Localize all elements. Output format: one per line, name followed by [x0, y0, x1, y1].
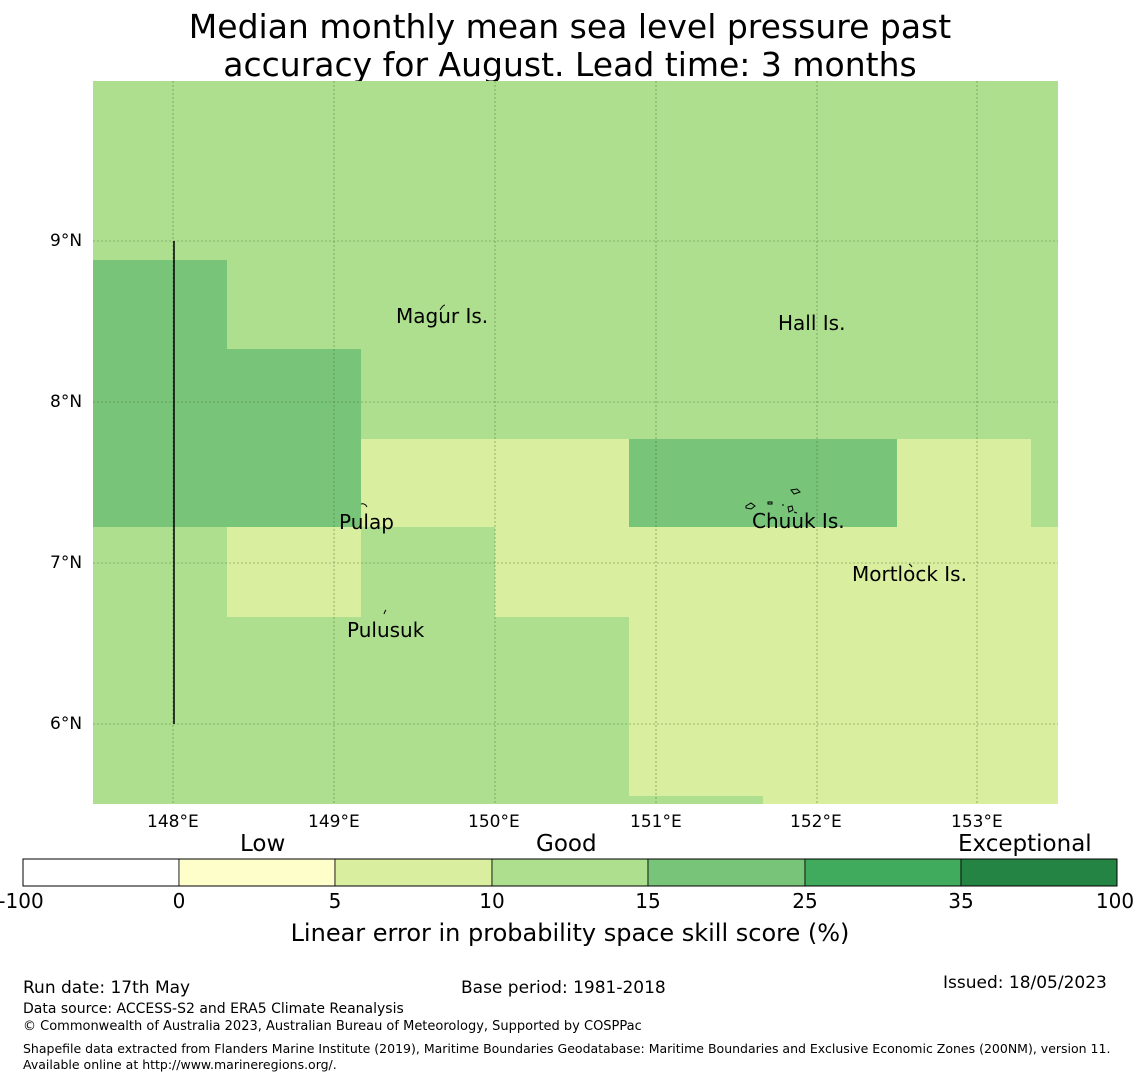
lon-tick-label: 149°E — [308, 812, 360, 832]
colorbar-category-exceptional: Exceptional — [958, 831, 1092, 857]
colorbar-tick-label: 15 — [635, 889, 661, 913]
map-title-line-2: accuracy for August. Lead time: 3 months — [223, 45, 917, 84]
colorbar-tick-label: -100 — [0, 889, 44, 913]
run-date-text: Run date: 17th May — [23, 978, 191, 998]
grid-cell — [629, 527, 1058, 796]
lon-tick-label: 150°E — [468, 812, 520, 832]
grid-cell — [227, 527, 361, 617]
mortlock-island-shape — [908, 563, 913, 568]
colorbar-segment — [22, 858, 180, 887]
pulap-island-shape — [360, 503, 368, 508]
data-source-text: Data source: ACCESS-S2 and ERA5 Climate … — [23, 1001, 404, 1017]
colorbar-tick-label: 100 — [1095, 889, 1135, 913]
base-period-text: Base period: 1981-2018 — [461, 978, 666, 998]
colorbar-tick-label: 35 — [948, 889, 974, 913]
pulusuk-island-shape — [383, 609, 387, 615]
lon-tick-label: 153°E — [951, 812, 1003, 832]
colorbar-tick-label: 5 — [328, 889, 342, 913]
lon-tick-label: 152°E — [790, 812, 842, 832]
grid-cell — [93, 260, 227, 349]
place-label-magur: Magur Is. — [396, 304, 488, 328]
colorbar-tick-label: 0 — [172, 889, 186, 913]
lat-tick-label: 6°N — [50, 714, 83, 734]
grid-cell — [495, 527, 629, 617]
grid-cell — [763, 796, 1058, 804]
graticule — [93, 81, 1058, 804]
colorbar-tick-label: 25 — [792, 889, 818, 913]
skill-grid — [93, 81, 1058, 804]
lon-tick-label: 148°E — [147, 812, 199, 832]
magur-island-shape — [439, 304, 446, 311]
colorbar-segment — [491, 858, 649, 887]
colorbar-category-low: Low — [240, 831, 286, 857]
colorbar-frame — [22, 858, 1118, 887]
colorbar-segment — [960, 858, 1118, 887]
lat-tick-label: 7°N — [50, 553, 83, 573]
place-labels: Magur Is. Hall Is. Pulap Chuuk Is. Mortl… — [339, 304, 967, 642]
place-label-pulap: Pulap — [339, 510, 394, 534]
map-title-line-1: Median monthly mean sea level pressure p… — [188, 7, 952, 46]
shapefile-credit-text: Shapefile data extracted from Flanders M… — [23, 1041, 1111, 1072]
colorbar-category-good: Good — [536, 831, 597, 857]
grid-cell — [897, 439, 1031, 527]
lat-tick-label: 9°N — [50, 231, 83, 251]
issued-date-text: Issued: 18/05/2023 — [943, 973, 1107, 993]
place-label-mortlock: Mortlock Is. — [852, 562, 967, 586]
lat-tick-label: 8°N — [50, 392, 83, 412]
colorbar-segment — [334, 858, 493, 887]
chuuk-lagoon-shape — [745, 488, 801, 514]
place-label-chuuk: Chuuk Is. — [752, 509, 845, 533]
colorbar-segment — [647, 858, 806, 887]
colorbar — [22, 858, 1118, 887]
grid-cell — [629, 439, 897, 527]
colorbar-tick-label: 10 — [479, 889, 505, 913]
colorbar-segment — [804, 858, 962, 887]
colorbar-label: Linear error in probability space skill … — [290, 919, 850, 947]
grid-cell — [93, 349, 361, 527]
place-label-pulusuk: Pulusuk — [347, 618, 425, 642]
copyright-text: © Commonwealth of Australia 2023, Austra… — [23, 1019, 642, 1034]
colorbar-segment — [178, 858, 336, 887]
lon-tick-label: 151°E — [630, 812, 682, 832]
island-outlines — [360, 304, 913, 615]
place-label-hall: Hall Is. — [778, 311, 845, 335]
